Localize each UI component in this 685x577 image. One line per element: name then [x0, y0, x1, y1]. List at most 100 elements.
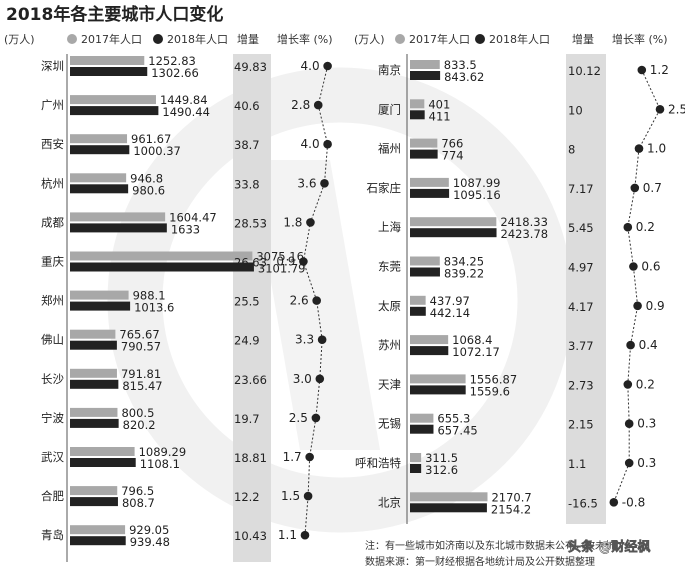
bar-2018: [70, 379, 119, 389]
city-label: 厦门: [378, 102, 401, 116]
growth-rate-label: -0.8: [622, 495, 645, 509]
bar-2017: [70, 290, 129, 300]
city-label: 北京: [378, 495, 401, 509]
growth-rate-point: [313, 100, 323, 110]
value-label-2018: 1095.16: [453, 188, 501, 202]
legend-2017-swatch: [67, 34, 77, 44]
legend-2018-label: 2018年人口: [167, 32, 228, 46]
value-label-2018: 312.6: [425, 463, 458, 477]
growth-rate-point: [624, 458, 634, 468]
increase-value: 33.8: [234, 177, 260, 191]
bar-2018: [70, 145, 130, 155]
left-header: (万人) 2017年人口 2018年人口 增量 增长率 (%): [4, 32, 333, 46]
growth-rate-point: [315, 374, 325, 384]
growth-rate-header: 增长率 (%): [612, 32, 668, 46]
growth-rate-point: [623, 222, 633, 232]
growth-rate-point: [323, 139, 332, 149]
growth-rate-label: 3.3: [295, 333, 314, 347]
bar-2017: [410, 60, 440, 69]
legend-2018-swatch: [153, 34, 163, 44]
increase-value: 38.7: [234, 138, 260, 152]
growth-rate-label: 1.8: [283, 215, 302, 229]
increase-value: 23.66: [234, 373, 267, 387]
growth-rate-point: [306, 218, 315, 227]
value-label-2017: 834.25: [444, 255, 484, 269]
increase-value: 26.63: [234, 256, 267, 270]
growth-rate-label: 3.6: [297, 176, 316, 190]
value-label-2017: 961.67: [131, 132, 171, 146]
growth-rate-point: [303, 491, 313, 501]
value-label-2018: 411: [429, 109, 451, 123]
city-label: 东莞: [378, 260, 401, 274]
value-label-2018: 1108.1: [140, 457, 180, 471]
value-label-2018: 1633: [171, 222, 200, 236]
growth-rate-label: 0.2: [636, 220, 655, 234]
bar-2018: [70, 106, 159, 116]
bar-2017: [410, 295, 426, 305]
growth-rate-point: [626, 340, 635, 350]
value-label-2018: 774: [442, 149, 464, 163]
bar-2018: [410, 306, 426, 316]
growth-rate-point: [637, 65, 647, 75]
bar-2017: [70, 368, 117, 378]
background-logo: [107, 67, 573, 533]
bar-2017: [70, 525, 126, 535]
growth-rate-point: [311, 413, 321, 423]
increase-value: 28.53: [234, 216, 267, 230]
increase-value: 10.43: [234, 529, 267, 543]
bar-2018: [410, 346, 449, 356]
value-label-2018: 790.57: [121, 340, 161, 354]
bar-2017: [410, 413, 434, 423]
chart-title: 2018年各主要城市人口变化: [6, 4, 223, 25]
growth-rate-point: [300, 530, 310, 540]
increase-value: 24.9: [234, 334, 260, 348]
bar-2018: [410, 267, 440, 277]
city-label: 太原: [378, 299, 401, 313]
growth-rate-header: 增长率 (%): [277, 32, 333, 46]
bar-2017: [70, 134, 128, 144]
bar-2018: [70, 223, 167, 233]
increase-value: 8: [568, 143, 575, 157]
growth-rate-point: [633, 301, 642, 311]
growth-rate-point: [320, 179, 329, 188]
growth-rate-label: 4.0: [301, 137, 320, 151]
value-label-2018: 442.14: [430, 306, 470, 320]
value-label-2017: 1556.87: [470, 372, 518, 386]
growth-rate-label: 2.6: [290, 294, 309, 308]
value-label-2018: 820.2: [123, 418, 156, 432]
bar-2018: [410, 424, 434, 434]
city-label: 西安: [41, 137, 64, 151]
left-increase-column-bg: [233, 54, 271, 562]
city-label: 苏州: [378, 338, 401, 352]
bar-2017: [410, 99, 425, 109]
increase-value: 2.15: [568, 418, 594, 432]
value-label-2018: 1302.66: [151, 66, 199, 80]
value-label-2017: 437.97: [430, 294, 470, 308]
value-label-2018: 843.62: [444, 70, 484, 84]
right-increase-column-bg: [566, 54, 606, 524]
bar-2018: [410, 385, 466, 395]
increase-value: 5.45: [568, 221, 594, 235]
legend-2017-label: 2017年人口: [409, 32, 470, 46]
growth-rate-point: [630, 183, 640, 193]
value-label-2017: 3075.16: [256, 250, 304, 264]
increase-value: 1.1: [568, 457, 586, 471]
city-label: 合肥: [41, 489, 64, 503]
city-label: 成都: [41, 215, 64, 229]
bar-2018: [410, 228, 497, 238]
value-label-2018: 1072.17: [452, 345, 500, 359]
growth-rate-point: [609, 498, 619, 507]
bar-2017: [410, 374, 466, 384]
growth-rate-point: [623, 380, 633, 389]
growth-rate-label: 3.0: [293, 372, 312, 386]
increase-value: 3.77: [568, 339, 594, 353]
bar-2017: [70, 407, 118, 417]
city-label: 郑州: [41, 294, 64, 308]
bar-2018: [70, 458, 136, 467]
value-label-2017: 1604.47: [169, 210, 217, 224]
city-label: 天津: [378, 377, 401, 391]
legend-2017-label: 2017年人口: [81, 32, 142, 46]
note-line-2: 数据来源：第一财经根据各地统计局及公开数据整理: [365, 555, 595, 568]
